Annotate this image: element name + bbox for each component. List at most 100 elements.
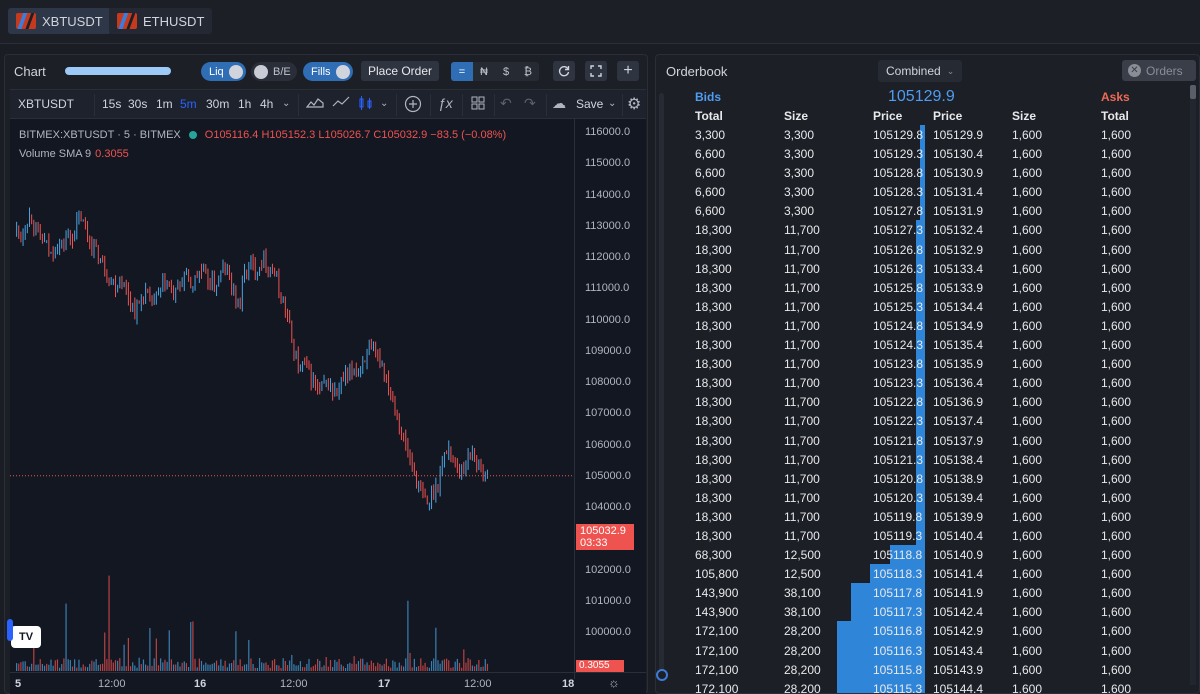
fullscreen-icon[interactable] xyxy=(585,61,607,81)
save-button[interactable]: Save xyxy=(576,97,604,111)
interval-30m[interactable]: 30m xyxy=(206,97,230,111)
orderbook-row[interactable]: 18,300 11,700 105121.3 105138.4 1,600 1,600 xyxy=(656,449,1190,469)
bid-size: 3,300 xyxy=(784,128,815,142)
place-order-button[interactable]: Place Order xyxy=(361,61,440,81)
depth-slider-knob[interactable] xyxy=(656,669,668,681)
ask-size: 1,600 xyxy=(1012,318,1043,333)
refresh-icon[interactable] xyxy=(553,61,575,81)
orderbook-row[interactable]: 18,300 11,700 105123.8 105135.9 1,600 1,600 xyxy=(656,354,1190,374)
volume-bar xyxy=(387,666,390,671)
orderbook-row[interactable]: 172,100 28,200 105116.8 105142.9 1,600 1,600 xyxy=(656,621,1190,641)
orderbook-row[interactable]: 172,100 28,200 105115.3 105144.4 1,600 1,600 xyxy=(656,678,1190,694)
usd-currency-button[interactable]: $ xyxy=(495,62,517,81)
price-chart[interactable]: BITMEX:XBTUSDT · 5 · BITMEX O105116.4 H10… xyxy=(10,119,646,694)
orderbook-row[interactable]: 172,100 28,200 105115.8 105143.9 1,600 1,600 xyxy=(656,659,1190,679)
bid-depth-bar xyxy=(920,201,925,221)
interval-4h[interactable]: 4h xyxy=(260,97,274,111)
orderbook-row[interactable]: 18,300 11,700 105126.3 105133.4 1,600 1,600 xyxy=(656,258,1190,278)
orderbook-row[interactable]: 172,100 28,200 105116.3 105143.4 1,600 1,600 xyxy=(656,640,1190,660)
interval-1m[interactable]: 1m xyxy=(156,97,173,111)
tab-xbtusdt[interactable]: XBTUSDT xyxy=(8,8,111,34)
orderbook-row[interactable]: 18,300 11,700 105122.3 105137.4 1,600 1,600 xyxy=(656,411,1190,431)
chart-opacity-slider[interactable] xyxy=(65,67,171,75)
bid-depth-bar xyxy=(920,182,925,202)
undo-icon[interactable]: ↶ xyxy=(500,95,512,111)
orderbook-row[interactable]: 18,300 11,700 105125.3 105134.4 1,600 1,600 xyxy=(656,296,1190,316)
orders-button[interactable]: ✕ Orders xyxy=(1122,60,1196,81)
orderbook-row[interactable]: 18,300 11,700 105127.3 105132.4 1,600 1,600 xyxy=(656,220,1190,240)
orderbook-row[interactable]: 18,300 11,700 105125.8 105133.9 1,600 1,600 xyxy=(656,277,1190,297)
fills-toggle[interactable]: Fills xyxy=(303,62,353,81)
be-toggle[interactable]: B/E xyxy=(251,62,297,81)
side-panel-handle[interactable] xyxy=(7,619,13,641)
orderbook-row[interactable]: 18,300 11,700 105122.8 105136.9 1,600 1,600 xyxy=(656,392,1190,412)
chevron-down-icon[interactable]: ⌄ xyxy=(380,98,389,109)
equal-currency-button[interactable]: = xyxy=(451,62,473,81)
interval-1h[interactable]: 1h xyxy=(238,97,252,111)
volume-bar xyxy=(205,662,207,671)
price-axis[interactable]: 116000.0 115000.0 114000.0 113000.0 112000.0… xyxy=(574,119,646,679)
symbol-search[interactable]: XBTUSDT xyxy=(18,97,75,111)
liq-toggle[interactable]: Liq xyxy=(201,62,246,81)
bid-total: 18,300 xyxy=(695,528,732,543)
bid-total: 18,300 xyxy=(695,376,732,391)
area-chart-icon[interactable] xyxy=(305,95,324,112)
orderbook-row[interactable]: 18,300 11,700 105119.3 105140.4 1,600 1,600 xyxy=(656,525,1190,546)
chart-settings-icon[interactable]: ☼ xyxy=(608,675,620,690)
orderbook-row[interactable]: 18,300 11,700 105124.3 105135.4 1,600 1,600 xyxy=(656,335,1190,355)
redo-icon[interactable]: ↷ xyxy=(524,95,536,111)
interval-5m[interactable]: 5m xyxy=(180,97,197,111)
orderbook-row[interactable]: 18,300 11,700 105124.8 105134.9 1,600 1,600 xyxy=(656,315,1190,336)
orderbook-row[interactable]: 105,800 12,500 105118.3 105141.4 1,600 1,600 xyxy=(656,564,1190,584)
orderbook-row[interactable]: 18,300 11,700 105126.8 105132.9 1,600 1,600 xyxy=(656,239,1190,259)
cloud-save-icon[interactable]: ☁ xyxy=(552,95,566,111)
orderbook-row[interactable]: 6,600 3,300 105129.3 105130.4 1,600 1,600 xyxy=(656,144,1190,164)
chevron-down-icon[interactable]: ⌄ xyxy=(282,98,291,109)
volume-bar xyxy=(385,658,387,671)
line-chart-icon[interactable] xyxy=(332,95,350,112)
interval-30s[interactable]: 30s xyxy=(128,97,148,111)
orderbook-row[interactable]: 18,300 11,700 105120.8 105138.9 1,600 1,600 xyxy=(656,468,1190,488)
volume-bar xyxy=(353,656,355,671)
settings-gear-icon[interactable]: ⚙ xyxy=(627,96,642,113)
volume-bar xyxy=(325,657,327,671)
ask-total: 1,600 xyxy=(1101,242,1132,257)
orderbook-row[interactable]: 18,300 11,700 105119.8 105139.9 1,600 1,600 xyxy=(656,506,1190,526)
orderbook-row[interactable]: 18,300 11,700 105121.8 105137.9 1,600 1,600 xyxy=(656,430,1190,450)
btc-currency-button[interactable]: ₿ xyxy=(517,62,539,81)
plus-icon[interactable]: + xyxy=(617,61,639,81)
bid-depth-bar xyxy=(916,335,925,355)
orderbook-row[interactable]: 6,600 3,300 105128.3 105131.4 1,600 1,600 xyxy=(656,182,1190,202)
orderbook-row[interactable]: 143,900 38,100 105117.8 105141.9 1,600 1,600 xyxy=(656,583,1190,603)
candles-icon[interactable] xyxy=(358,95,374,114)
chevron-down-icon[interactable]: ⌄ xyxy=(608,98,617,109)
orderbook-row[interactable]: 6,600 3,300 105128.8 105130.9 1,600 1,600 xyxy=(656,163,1190,183)
add-indicator-icon[interactable] xyxy=(404,95,422,116)
orderbook-row[interactable]: 18,300 11,700 105120.3 105139.4 1,600 1,600 xyxy=(656,487,1190,507)
volume-label: Volume SMA 9 xyxy=(19,148,92,160)
tradingview-logo[interactable]: TV xyxy=(11,626,41,648)
bid-total: 6,600 xyxy=(695,147,726,162)
bid-size: 3,300 xyxy=(784,166,815,181)
tab-ethusdt[interactable]: ETHUSDT xyxy=(109,8,213,34)
layout-grid-icon[interactable] xyxy=(470,95,486,114)
orderbook-row[interactable]: 18,300 11,700 105123.3 105136.4 1,600 1,600 xyxy=(656,373,1190,393)
orderbook-row[interactable]: 143,900 38,100 105117.3 105142.4 1,600 1,600 xyxy=(656,602,1190,622)
bid-size: 28,200 xyxy=(784,681,821,694)
orderbook-scrollbar[interactable] xyxy=(1190,85,1196,685)
orderbook-row[interactable]: 68,300 12,500 105118.8 105140.9 1,600 1,600 xyxy=(656,545,1190,565)
chart-canvas[interactable] xyxy=(10,119,646,694)
volume-bar xyxy=(164,659,166,671)
time-axis[interactable]: 5 12:00 16 12:00 17 12:00 18 xyxy=(10,672,646,694)
volume-bar xyxy=(89,663,91,671)
orderbook-mode-select[interactable]: Combined ⌄ xyxy=(878,60,963,82)
scrollbar-thumb[interactable] xyxy=(1190,85,1196,99)
interval-15s[interactable]: 15s xyxy=(102,97,122,111)
bid-size: 11,700 xyxy=(784,395,820,410)
indicators-fx-icon[interactable]: ƒx xyxy=(438,95,453,111)
orderbook-row[interactable]: 3,300 3,300 105129.8 105129.9 1,600 1,600 xyxy=(656,125,1190,145)
volume-bar xyxy=(422,665,424,671)
depth-slider-track[interactable] xyxy=(659,93,664,681)
orderbook-row[interactable]: 6,600 3,300 105127.8 105131.9 1,600 1,600 xyxy=(656,201,1190,221)
naira-currency-button[interactable]: ₦ xyxy=(473,62,495,81)
